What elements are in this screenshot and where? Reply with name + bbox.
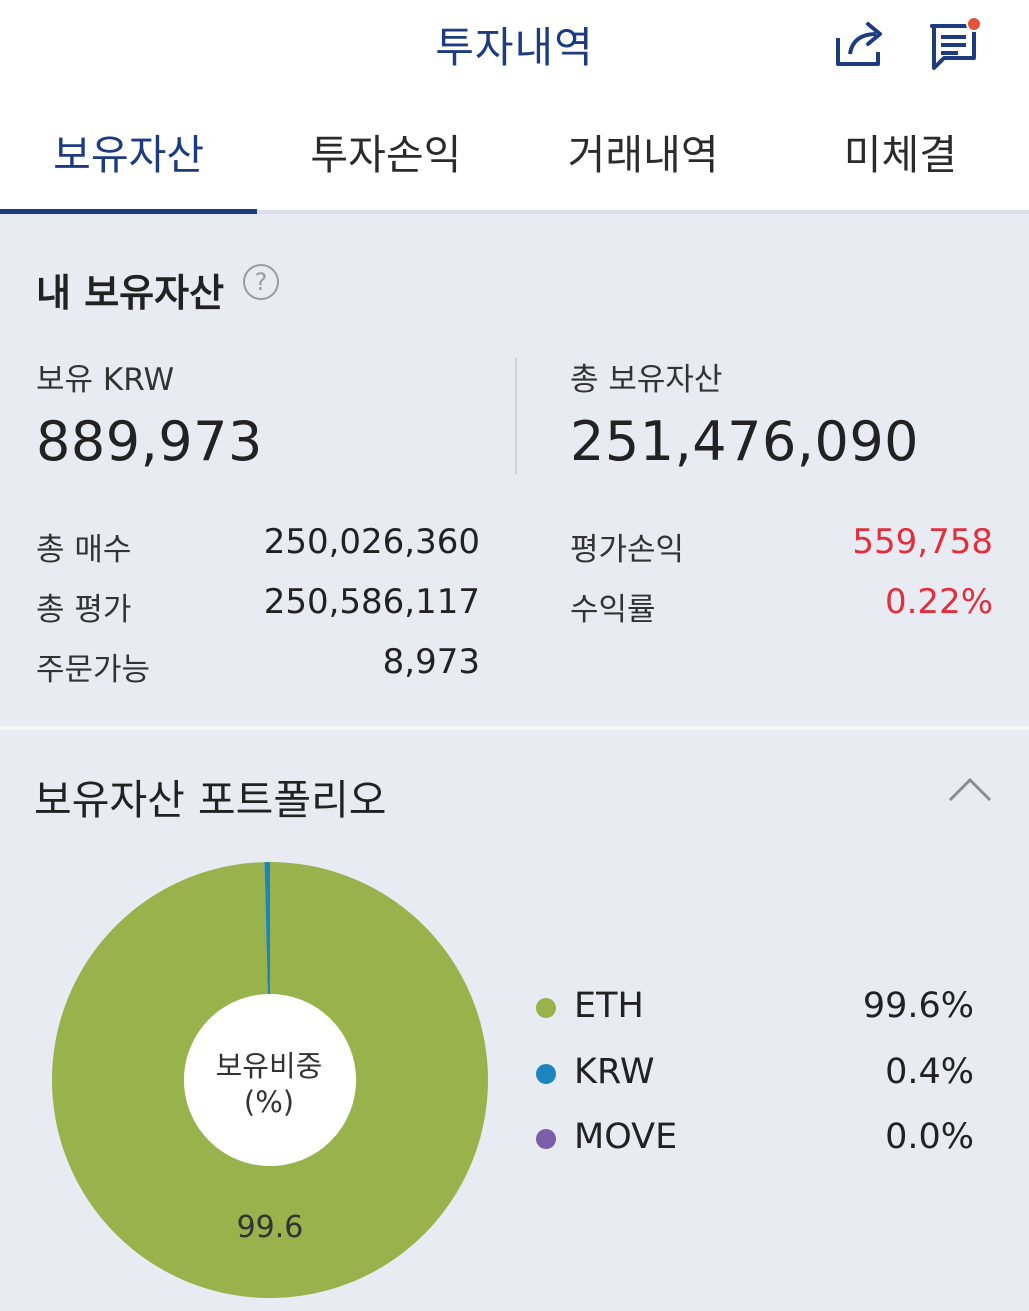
donut-hole bbox=[184, 994, 356, 1166]
donut-center-line2: (%) bbox=[243, 1085, 295, 1119]
donut-center-line1: 보유비중 bbox=[215, 1049, 323, 1083]
total-eval-label: 총 평가 bbox=[36, 592, 132, 628]
total-buy-value: 250,026,360 bbox=[263, 522, 480, 562]
portfolio-donut-chart bbox=[51, 862, 488, 1298]
vertical-divider bbox=[515, 358, 517, 474]
legend-name: KRW bbox=[574, 1052, 655, 1092]
donut-center-label: 보유비중 (%) bbox=[183, 1048, 355, 1120]
orderable-value: 8,973 bbox=[382, 642, 480, 682]
legend-dot bbox=[536, 1064, 556, 1084]
page-title: 투자내역 bbox=[435, 23, 594, 72]
notice-icon[interactable] bbox=[926, 14, 984, 72]
legend-percent: 99.6% bbox=[862, 986, 974, 1026]
notice-badge bbox=[966, 16, 982, 32]
return-rate-label: 수익률 bbox=[570, 592, 656, 628]
orderable-label: 주문가능 bbox=[36, 652, 151, 688]
legend-dot bbox=[536, 1129, 556, 1149]
chevron-up-icon[interactable] bbox=[946, 772, 994, 808]
tab-pending-orders[interactable]: 미체결 bbox=[843, 131, 957, 179]
krw-label: 보유 KRW bbox=[36, 362, 175, 398]
legend-item-eth: ETH 99.6% bbox=[534, 984, 974, 1034]
tab-bar: 보유자산 투자손익 거래내역 미체결 bbox=[0, 100, 1029, 214]
help-icon[interactable]: ? bbox=[243, 264, 279, 300]
krw-value: 889,973 bbox=[36, 410, 263, 473]
legend-item-move: MOVE 0.0% bbox=[534, 1115, 974, 1165]
total-buy-label: 총 매수 bbox=[36, 532, 132, 568]
section-divider bbox=[0, 726, 1029, 730]
donut-slice-eth bbox=[51, 862, 488, 1298]
donut-slice-krw bbox=[264, 862, 270, 995]
legend-dot bbox=[536, 998, 556, 1018]
total-assets-label: 총 보유자산 bbox=[570, 362, 723, 398]
eval-profit-value: 559,758 bbox=[852, 522, 993, 562]
eval-profit-label: 평가손익 bbox=[570, 532, 685, 568]
legend-percent: 0.4% bbox=[885, 1052, 974, 1092]
app-header: 투자내역 bbox=[0, 0, 1029, 100]
legend-name: ETH bbox=[574, 986, 644, 1026]
holdings-summary: 내 보유자산 ? 보유 KRW 889,973 총 보유자산 251,476,0… bbox=[0, 214, 1029, 726]
share-icon[interactable] bbox=[830, 14, 888, 72]
legend-name: MOVE bbox=[574, 1117, 678, 1157]
portfolio-title: 보유자산 포트폴리오 bbox=[34, 776, 387, 824]
portfolio-section: 보유자산 포트폴리오 보유비중 (%) 99.6 ETH 99.6% KRW 0.4%… bbox=[0, 730, 1029, 1311]
legend-percent: 0.0% bbox=[885, 1117, 974, 1157]
donut-slice-label: 99.6 bbox=[236, 1210, 304, 1245]
total-assets-value: 251,476,090 bbox=[570, 410, 920, 473]
summary-title: 내 보유자산 bbox=[36, 271, 225, 315]
tab-profit-loss[interactable]: 투자손익 bbox=[310, 131, 462, 179]
total-eval-value: 250,586,117 bbox=[263, 582, 480, 622]
return-rate-value: 0.22% bbox=[884, 582, 993, 622]
tab-holdings[interactable]: 보유자산 bbox=[0, 100, 258, 214]
legend-item-krw: KRW 0.4% bbox=[534, 1050, 974, 1100]
tab-transactions[interactable]: 거래내역 bbox=[567, 131, 719, 179]
